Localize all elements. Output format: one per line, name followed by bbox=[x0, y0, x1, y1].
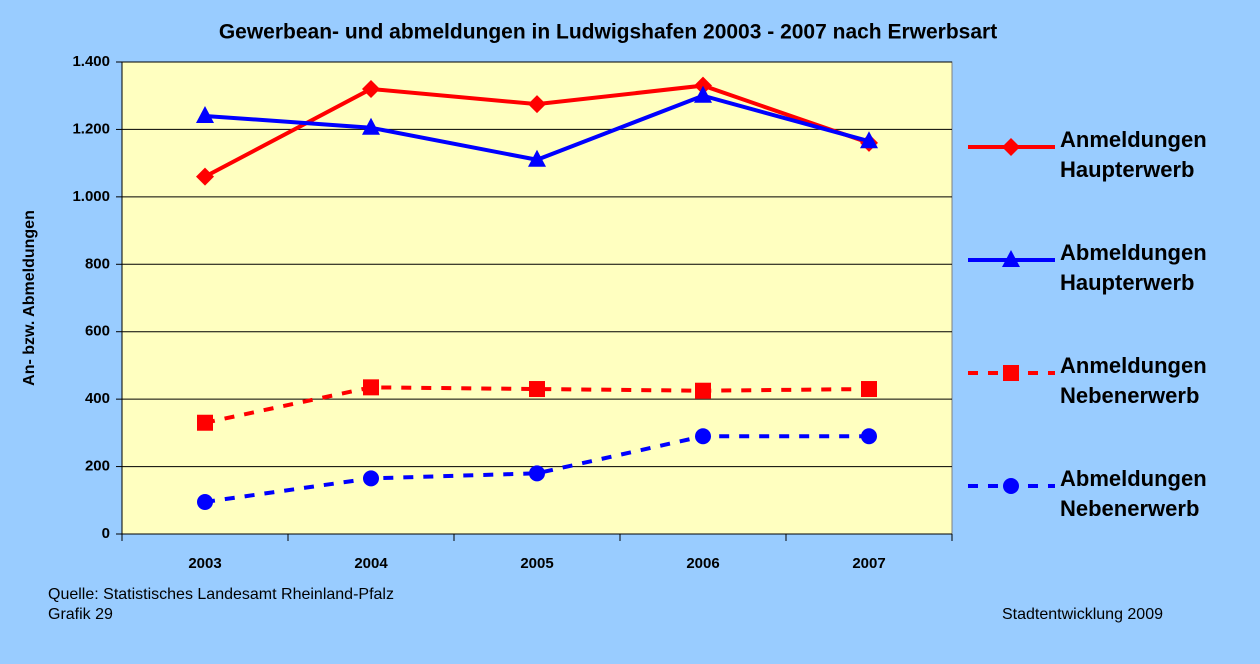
y-tick-label: 0 bbox=[102, 525, 110, 542]
x-tick-label: 2005 bbox=[520, 555, 553, 572]
marker bbox=[196, 167, 214, 186]
marker bbox=[196, 105, 214, 123]
plot-area bbox=[121, 61, 953, 535]
y-tick-label: 400 bbox=[85, 390, 110, 407]
chart-title: Gewerbean- und abmeldungen in Ludwigshaf… bbox=[219, 21, 997, 44]
marker bbox=[529, 381, 545, 398]
y-tick-label: 200 bbox=[85, 458, 110, 475]
x-tick-label: 2007 bbox=[852, 555, 885, 572]
legend-marker bbox=[1003, 365, 1019, 381]
x-tick-label: 2003 bbox=[188, 555, 221, 572]
legend-marker bbox=[1002, 138, 1020, 156]
marker bbox=[695, 428, 711, 445]
y-tick-label: 800 bbox=[85, 255, 110, 272]
marker bbox=[362, 79, 380, 98]
marker bbox=[529, 465, 545, 482]
credit: Stadtentwicklung 2009 bbox=[1002, 606, 1163, 623]
marker bbox=[197, 493, 213, 510]
marker bbox=[694, 85, 712, 103]
figure-label: Grafik 29 bbox=[48, 606, 113, 623]
y-tick-label: 1.000 bbox=[72, 188, 110, 205]
y-tick-label: 1.400 bbox=[72, 53, 110, 70]
marker bbox=[695, 382, 711, 399]
source: Quelle: Statistisches Landesamt Rheinlan… bbox=[48, 586, 394, 603]
marker bbox=[861, 381, 877, 398]
x-tick-label: 2004 bbox=[354, 555, 388, 572]
y-axis-label: An- bzw. Abmeldungen bbox=[21, 210, 38, 386]
marker bbox=[860, 131, 878, 149]
x-tick-label: 2006 bbox=[686, 555, 719, 572]
y-tick-label: 600 bbox=[85, 323, 110, 340]
legend-marker bbox=[1002, 250, 1020, 267]
marker bbox=[528, 95, 546, 114]
y-tick-label: 1.200 bbox=[72, 120, 110, 137]
marker bbox=[363, 379, 379, 396]
marker bbox=[861, 428, 877, 445]
legend-label: Anmeldungen Nebenerwerb bbox=[1060, 353, 1207, 408]
legend-label: Abmeldungen Nebenerwerb bbox=[1060, 466, 1207, 521]
marker bbox=[363, 470, 379, 487]
marker bbox=[362, 117, 380, 135]
marker bbox=[197, 414, 213, 431]
marker bbox=[694, 76, 712, 95]
legend-label: Abmeldungen Haupterwerb bbox=[1060, 240, 1207, 295]
marker bbox=[528, 149, 546, 167]
legend-label: Anmeldungen Haupterwerb bbox=[1060, 127, 1207, 182]
legend-marker bbox=[1003, 478, 1019, 494]
